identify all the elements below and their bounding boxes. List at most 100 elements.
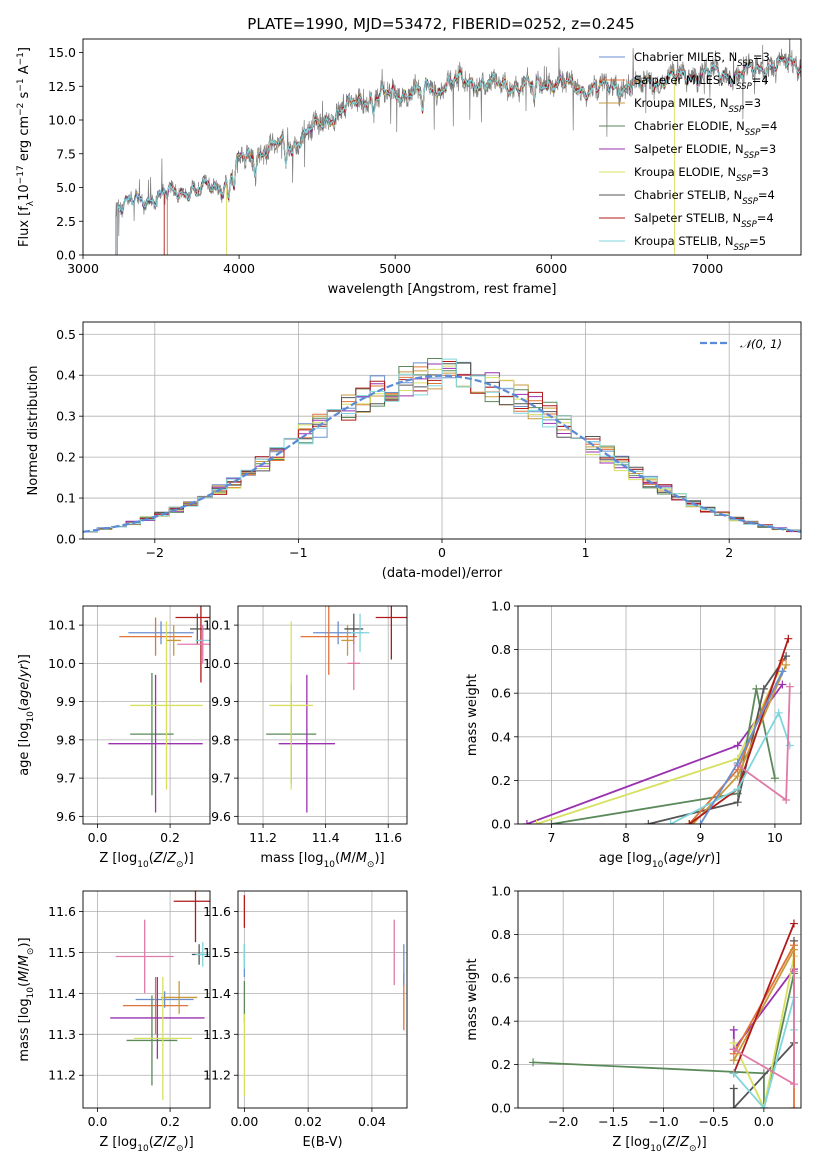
- label-part: )]: [710, 851, 720, 866]
- grid: [83, 606, 210, 824]
- legend-label: Salpeter STELIB, N: [634, 211, 741, 225]
- panel-residuals: −2 −1 0 1 2 0.0 0.1 0.2 0.3 0.4 0.5 (data-model)/er…: [26, 321, 802, 581]
- x-tick-label: 11.6: [374, 830, 402, 845]
- y-axis-label: mass weight: [465, 958, 480, 1040]
- x-tick-label: −0.5: [699, 1114, 729, 1129]
- plot-area: [522, 634, 794, 824]
- y-tick-label: 11.4: [203, 986, 231, 1001]
- y-tick-label: 0.4: [56, 368, 76, 383]
- figure-title: PLATE=1990, MJD=53472, FIBERID=0252, z=0…: [247, 15, 634, 33]
- label-part: s: [17, 91, 32, 102]
- weight-point-marker: [774, 708, 783, 717]
- x-tick-label: 0.0: [88, 1114, 108, 1129]
- label-part: (: [17, 706, 32, 711]
- weight-point-marker: [644, 820, 653, 824]
- y-tick-label: 11.6: [203, 904, 231, 919]
- y-axis-label: Normed distribution: [26, 366, 41, 496]
- label-part: age: [17, 682, 32, 706]
- legend-subscript: SSP: [736, 174, 752, 184]
- y-tick-label: 9.6: [211, 809, 231, 824]
- label-part: Z: [166, 851, 177, 866]
- label-part: 10: [652, 860, 664, 870]
- legend-subscript: SSP: [745, 128, 761, 138]
- label-part: 10: [137, 1144, 149, 1154]
- weight-point-marker: [729, 1104, 738, 1108]
- legend-entry: Salpeter MILES, NSSP=4: [634, 73, 769, 92]
- y-tick-label: 1.0: [491, 884, 511, 899]
- y-axis-label: Flux [fλ10−17 erg cm−2 s−1 A−1]: [16, 47, 36, 247]
- x-tick-label: 0.2: [160, 830, 180, 845]
- x-tick-label: −2.0: [548, 1114, 578, 1129]
- y-tick-label: 0.2: [491, 1057, 511, 1072]
- label-part: Normed distribution: [26, 366, 41, 496]
- panel-mass-vs-ebv: 0.00 0.02 0.04 11.2 11.3 11.4 11.5 11.6 E(B-V): [203, 890, 408, 1150]
- y-tick-label: 11.4: [48, 986, 76, 1001]
- label-part: ⊙: [689, 1144, 697, 1154]
- y-tick-label: 10.0: [48, 656, 76, 671]
- y-tick-label: 0.2: [56, 450, 76, 465]
- weight-series-line: [533, 973, 795, 1108]
- x-axis-label: mass [log10(M/M⊙)]: [260, 851, 384, 870]
- label-part: /: [163, 851, 168, 866]
- weight-point-marker: [789, 1080, 798, 1089]
- x-tick-label: 0.0: [754, 1114, 774, 1129]
- legend-label: Salpeter MILES, N: [634, 73, 736, 87]
- x-tick-label: 11.4: [312, 830, 340, 845]
- x-tick-label: −1.0: [648, 1114, 678, 1129]
- legend-subscript: SSP: [742, 197, 758, 207]
- y-tick-label: 0.3: [56, 409, 76, 424]
- grid: [238, 606, 407, 824]
- label-part: (data-model)/error: [382, 566, 503, 581]
- axes-frame: [82, 321, 802, 540]
- label-part: M: [356, 851, 367, 866]
- label-part: /: [693, 851, 698, 866]
- plot-area: [266, 606, 407, 813]
- weight-point-marker: [529, 1058, 538, 1067]
- label-part: M: [340, 851, 351, 866]
- weight-point-marker: [733, 798, 742, 807]
- legend-entry: Chabrier STELIB, NSSP=4: [634, 188, 775, 207]
- label-part: yr: [17, 663, 32, 679]
- legend-label: Kroupa MILES, N: [634, 96, 729, 110]
- x-axis-label: wavelength [Angstrom, rest frame]: [328, 282, 557, 297]
- label-part: /: [163, 1135, 168, 1150]
- label-part: λ: [26, 200, 36, 206]
- y-tick-label: 0.4: [491, 1014, 511, 1029]
- weight-point-marker: [522, 820, 531, 824]
- gaussian-reference-line: [83, 374, 801, 533]
- label-part: age [log: [599, 851, 652, 866]
- y-tick-label: 11.3: [203, 1027, 231, 1042]
- legend-value: =5: [749, 234, 766, 248]
- y-tick-label: 0.6: [491, 970, 511, 985]
- y-tick-label: 0.5: [56, 327, 76, 342]
- axes-frame: [237, 605, 408, 825]
- label-part: E(B-V): [302, 1135, 342, 1150]
- label-part: ⊙: [176, 1144, 184, 1154]
- legend-entry: Kroupa ELODIE, NSSP=3: [634, 165, 769, 184]
- y-tick-label: 7.5: [56, 146, 76, 161]
- panel-age-vs-mass: 11.2 11.4 11.6 9.6 9.7 9.8 9.9 10.0 10.1 mass [lo…: [203, 605, 408, 870]
- weight-point-marker: [759, 684, 768, 693]
- x-tick-label: 3000: [67, 261, 99, 276]
- label-part: ]: [17, 47, 32, 52]
- label-part: )]: [184, 851, 194, 866]
- weight-point-marker: [547, 820, 556, 824]
- label-part: age: [668, 851, 692, 866]
- panel-mass-vs-metallicity: 0.0 0.211.211.311.411.511.6Z [log10(Z/Z⊙)…: [17, 890, 211, 1154]
- label-part: A: [17, 65, 32, 78]
- y-tick-label: 11.5: [48, 945, 76, 960]
- y-tick-label: 9.7: [56, 771, 76, 786]
- axes-frame: [82, 890, 211, 1109]
- panel-weight-vs-metallicity: −2.0 −1.5 −1.0 −0.5 0.0 0.0 0.2 0.4 0.6 0.8 1.0 Z […: [465, 884, 802, 1154]
- x-tick-label: 1: [582, 545, 590, 560]
- y-tick-label: 15.0: [48, 45, 76, 60]
- weight-point-marker: [733, 741, 742, 750]
- x-tick-label: 10: [767, 830, 783, 845]
- weight-point-marker: [729, 1045, 738, 1054]
- label-part: wavelength [Angstrom, rest frame]: [328, 282, 557, 297]
- weight-point-marker: [789, 945, 798, 954]
- axes-frame: [237, 890, 408, 1109]
- legend-subscript: SSP: [741, 220, 757, 230]
- label-part: /: [17, 677, 32, 682]
